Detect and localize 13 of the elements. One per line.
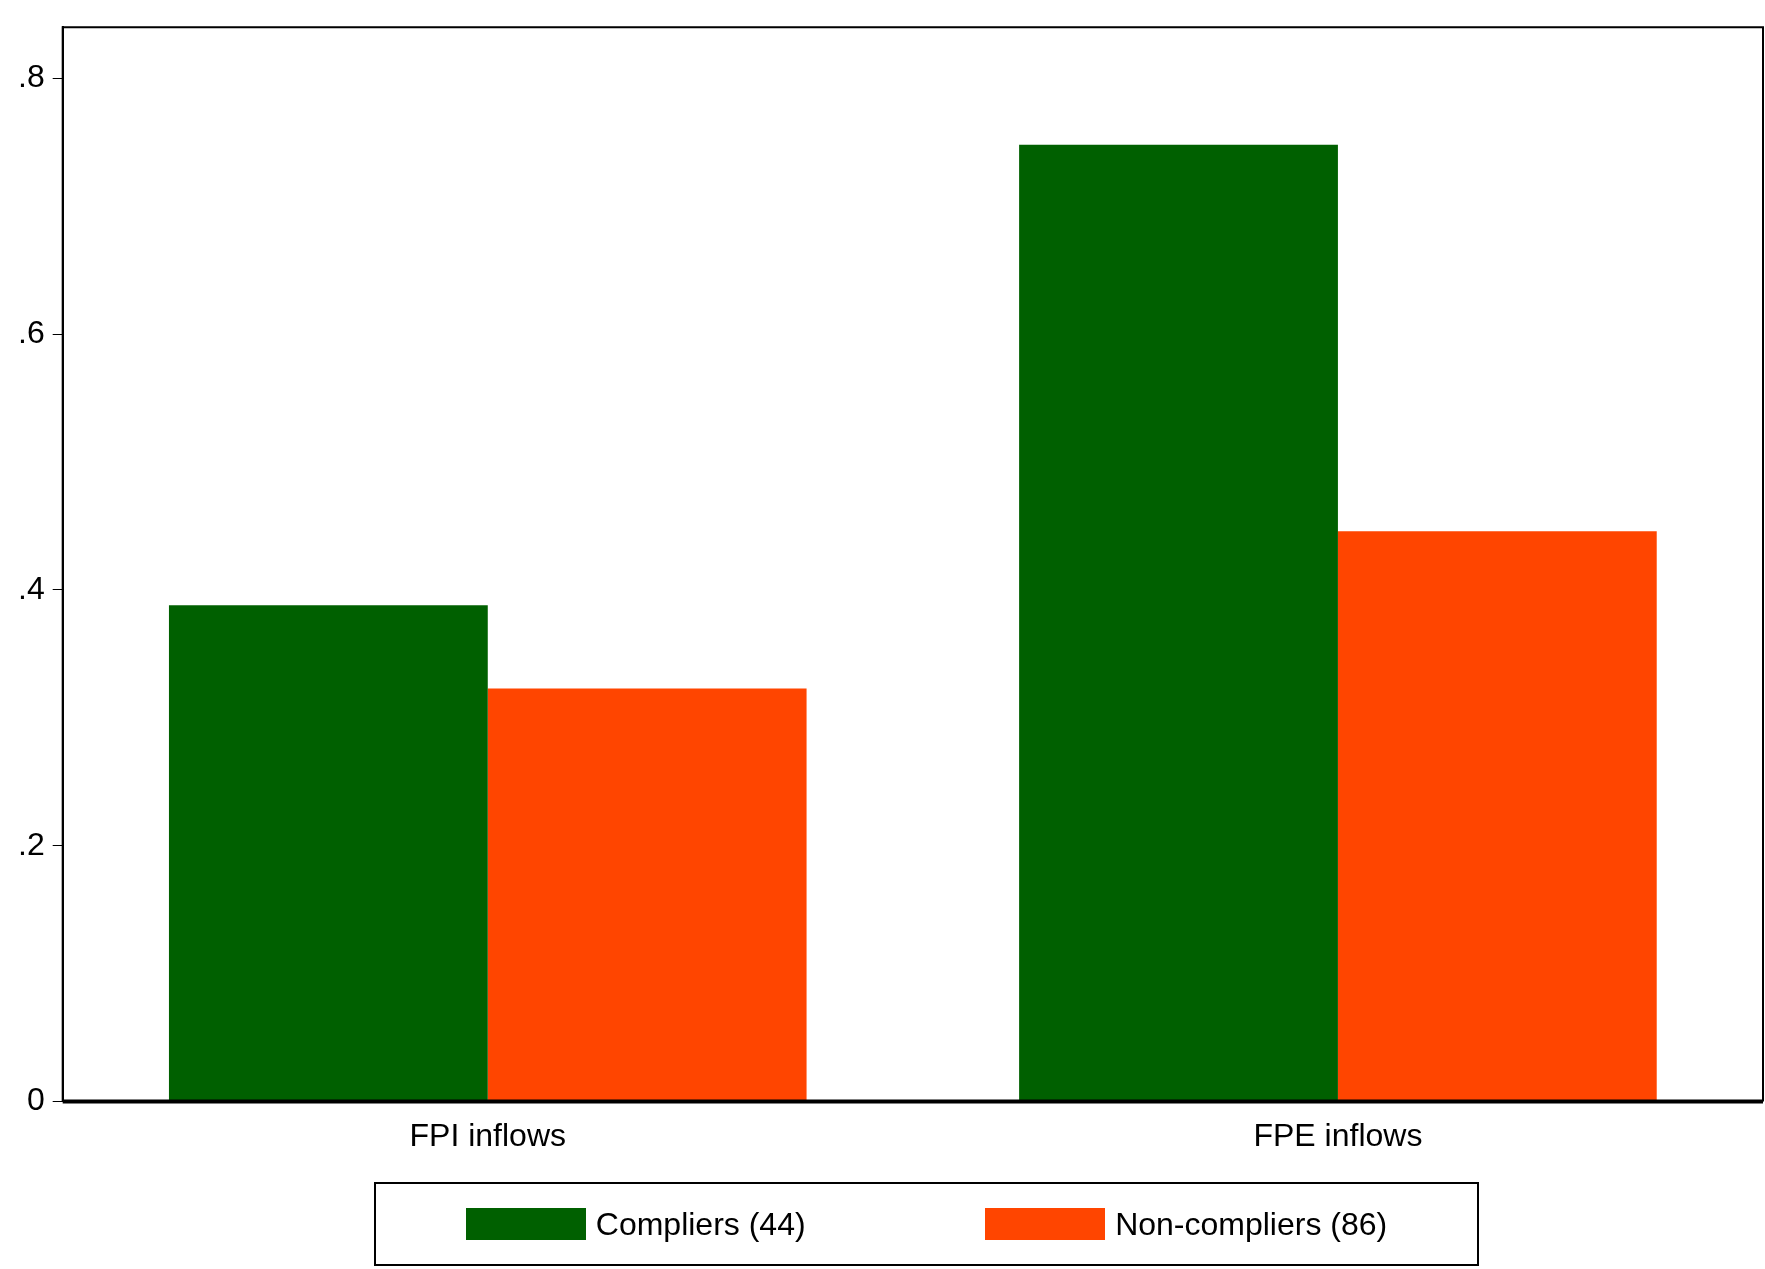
x-tick-label: FPI inflows [409, 1116, 567, 1153]
bar [168, 605, 488, 1102]
legend-label: Non-compliers (86) [1115, 1205, 1388, 1243]
y-tick-label: .4 [18, 569, 45, 606]
bar [1337, 531, 1657, 1102]
y-tick-label: .6 [18, 314, 45, 350]
y-tick-label: .2 [18, 825, 45, 862]
bar [487, 688, 807, 1102]
y-tick-label: .8 [18, 58, 45, 95]
x-tick-label: FPE inflows [1253, 1116, 1423, 1153]
bar [1019, 144, 1338, 1102]
legend-label: Compliers (44) [595, 1205, 806, 1243]
y-tick-label: 0 [26, 1081, 45, 1118]
